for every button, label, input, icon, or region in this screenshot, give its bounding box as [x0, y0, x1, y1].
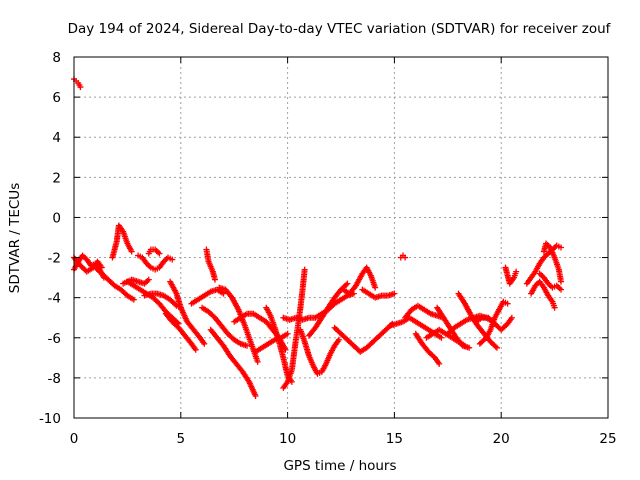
- data-point: [508, 314, 515, 321]
- data-series-s8: [135, 252, 176, 273]
- data-point: [130, 296, 137, 303]
- data-point: [284, 330, 291, 337]
- data-series-s39: [523, 242, 565, 287]
- data-point: [438, 334, 445, 341]
- data-series-s38: [502, 264, 520, 287]
- y-tick-label: -8: [48, 371, 61, 387]
- data-point: [466, 344, 473, 351]
- y-tick-label: 6: [52, 90, 61, 106]
- y-tick-label: -4: [48, 291, 61, 307]
- data-point: [391, 290, 398, 297]
- data-points: [71, 76, 565, 399]
- data-point: [254, 358, 261, 365]
- data-point: [145, 276, 152, 283]
- data-series-s4: [92, 264, 137, 303]
- y-tick-label: 8: [52, 50, 61, 66]
- data-point: [436, 360, 443, 367]
- data-series-s14: [199, 304, 251, 349]
- x-tick-label: 25: [599, 431, 616, 447]
- data-point: [98, 264, 105, 271]
- x-tick-label: 15: [386, 431, 403, 447]
- data-point: [128, 248, 135, 255]
- x-tick-label: 10: [279, 431, 296, 447]
- data-point: [211, 276, 218, 283]
- data-series-s13: [188, 286, 227, 307]
- data-series-s25: [331, 320, 396, 355]
- data-series-s28: [397, 252, 409, 261]
- data-series-s11: [162, 310, 199, 353]
- data-series-s42: [540, 240, 565, 285]
- y-tick-label: -10: [39, 411, 61, 427]
- data-series-s22: [280, 290, 357, 323]
- data-series-s1: [71, 76, 84, 91]
- data-series-s40: [528, 278, 558, 311]
- grid-lines: [74, 57, 608, 418]
- data-point: [301, 266, 308, 273]
- chart-title: Day 194 of 2024, Sidereal Day-to-day VTE…: [68, 21, 612, 37]
- data-series-s31: [412, 330, 443, 367]
- data-point: [344, 280, 351, 287]
- data-series-s15: [203, 246, 218, 283]
- data-point: [558, 278, 565, 285]
- y-tick-label: 4: [52, 130, 61, 146]
- data-series-s23: [297, 326, 342, 377]
- axis-ticks: 0 5 10 15 20 25 -10 -8 -6 -4 -2 0 2 4 6 8: [39, 50, 617, 447]
- data-point: [77, 84, 84, 91]
- data-point: [402, 254, 409, 261]
- x-tick-label: 20: [493, 431, 510, 447]
- data-point: [372, 284, 379, 291]
- data-point: [252, 392, 259, 399]
- y-tick-label: -2: [48, 251, 61, 267]
- y-tick-label: -6: [48, 331, 61, 347]
- data-point: [558, 244, 565, 251]
- data-point: [169, 256, 176, 263]
- data-series-s5: [109, 222, 135, 261]
- y-axis-label: SDTVAR / TECUs: [7, 183, 23, 293]
- data-point: [492, 343, 499, 350]
- x-axis-label: GPS time / hours: [283, 458, 396, 474]
- data-point: [192, 346, 199, 353]
- x-tick-label: 0: [70, 431, 79, 447]
- plot-frame: [73, 56, 609, 419]
- data-point: [504, 300, 511, 307]
- data-series-s9: [145, 246, 163, 257]
- data-series-s26: [340, 264, 379, 297]
- data-point: [244, 342, 251, 349]
- data-series-s27: [359, 286, 398, 301]
- data-point: [493, 344, 500, 351]
- x-tick-label: 5: [177, 431, 186, 447]
- data-series-s37: [476, 298, 511, 347]
- data-point: [558, 286, 565, 293]
- y-tick-label: 0: [52, 210, 61, 226]
- data-series-s24: [305, 280, 351, 339]
- data-point: [551, 304, 558, 311]
- data-series-s21: [280, 266, 308, 391]
- data-point: [335, 336, 342, 343]
- y-tick-label: 2: [52, 170, 61, 186]
- data-series-s16: [207, 326, 259, 399]
- data-point: [156, 250, 163, 257]
- data-point: [513, 268, 520, 275]
- data-point: [201, 340, 208, 347]
- data-series-s41: [536, 270, 565, 293]
- data-series-s12: [167, 278, 208, 347]
- data-point: [343, 281, 350, 288]
